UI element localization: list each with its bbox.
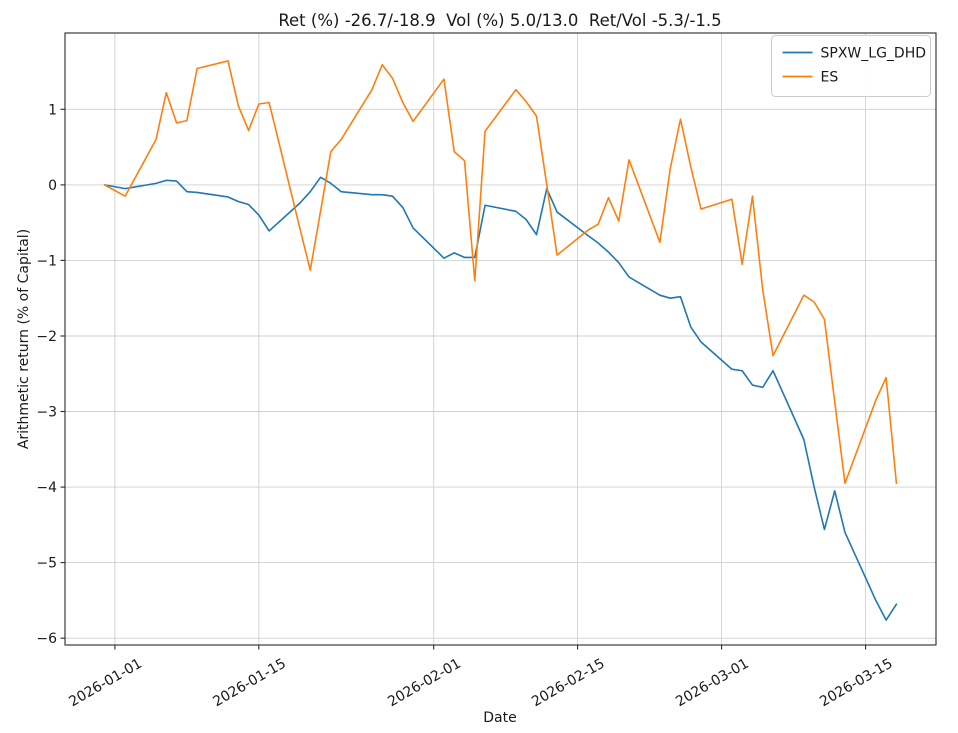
x-axis-label: Date xyxy=(483,710,516,726)
chart-title: Ret (%) -26.7/-18.9 Vol (%) 5.0/13.0 Ret… xyxy=(278,11,721,30)
y-tick-label: −4 xyxy=(36,480,57,496)
legend: SPXW_LG_DHD ES xyxy=(771,35,931,97)
x-tick-label: 2026-03-15 xyxy=(817,656,895,711)
x-tick-label: 2026-01-15 xyxy=(210,656,288,711)
y-tick-label: −3 xyxy=(36,405,57,421)
series-line-ES xyxy=(103,60,898,485)
y-tick-label: −6 xyxy=(36,631,57,647)
gridlines-layer xyxy=(65,33,936,645)
series-layer xyxy=(103,60,898,621)
legend-label-ES: ES xyxy=(821,70,839,86)
axes-layer: 2026-01-01 2026-01-15 2026-02-01 2026-02-15… xyxy=(36,32,937,711)
y-axis-label: Arithmetic return (% of Capital) xyxy=(16,229,32,449)
x-tick-label: 2026-02-15 xyxy=(529,656,607,711)
y-tick-label: −5 xyxy=(36,556,57,572)
x-tick-label: 2026-02-01 xyxy=(385,656,463,711)
x-tick-label: 2026-01-01 xyxy=(66,656,144,711)
legend-frame xyxy=(771,35,931,97)
y-tick-label: 1 xyxy=(48,102,57,118)
legend-label-SPXW_LG_DHD: SPXW_LG_DHD xyxy=(821,46,927,62)
y-tick-label: 0 xyxy=(48,178,57,194)
y-tick-label: −2 xyxy=(36,329,57,345)
y-tick-label: −1 xyxy=(36,253,57,269)
series-line-SPXW_LG_DHD xyxy=(103,176,898,621)
x-tick-label: 2026-03-01 xyxy=(673,656,751,711)
plot-border xyxy=(64,32,937,646)
